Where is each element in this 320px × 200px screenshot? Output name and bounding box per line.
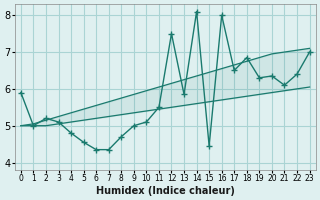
X-axis label: Humidex (Indice chaleur): Humidex (Indice chaleur) xyxy=(96,186,235,196)
